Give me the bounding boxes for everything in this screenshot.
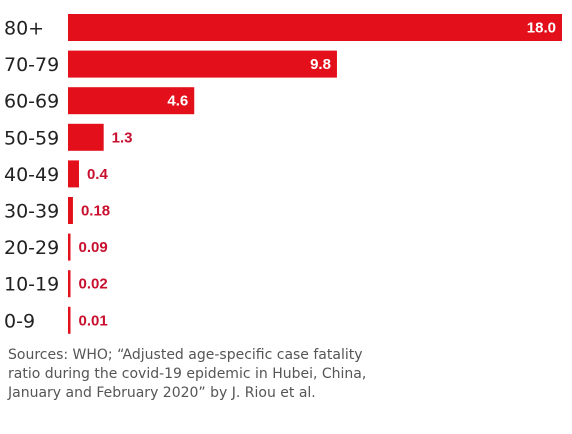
source-note: Sources: WHO; “Adjusted age-specific cas… (8, 347, 367, 401)
category-label: 70-79 (4, 54, 59, 76)
bar (68, 160, 79, 188)
category-label: 30-39 (4, 201, 59, 223)
value-label: 0.01 (79, 312, 108, 329)
bar (68, 87, 195, 115)
value-label: 0.18 (81, 203, 110, 220)
bar (68, 50, 337, 78)
value-label: 0.02 (79, 276, 108, 293)
value-label: 9.8 (310, 56, 331, 73)
bar (68, 123, 104, 151)
category-label: 50-59 (4, 127, 59, 149)
bar (68, 14, 562, 41)
bar (68, 233, 71, 261)
bar (68, 270, 71, 298)
value-label: 0.4 (87, 166, 109, 183)
bar-chart: 80+ 18.0 70-79 9.8 60-69 4.6 50-59 1.3 40-49 0.4 3… (4, 14, 562, 334)
bar (68, 306, 71, 334)
category-label: 40-49 (4, 164, 59, 186)
category-label: 0-9 (4, 310, 35, 332)
category-label: 60-69 (4, 91, 59, 113)
value-label: 0.09 (79, 239, 108, 256)
bar (68, 197, 73, 224)
value-label: 4.6 (167, 93, 188, 110)
category-label: 10-19 (4, 274, 59, 296)
value-label: 1.3 (112, 129, 133, 146)
category-label: 80+ (4, 18, 44, 40)
value-label: 18.0 (527, 20, 556, 37)
category-label: 20-29 (4, 237, 59, 259)
